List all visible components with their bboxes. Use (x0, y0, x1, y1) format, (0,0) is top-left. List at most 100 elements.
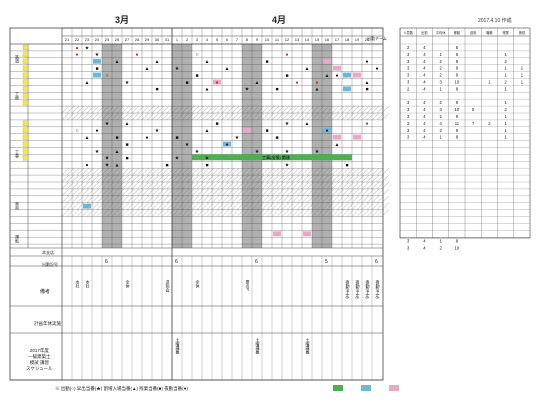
weekend-column (242, 44, 252, 248)
hatch (181, 209, 190, 217)
hatch (186, 195, 195, 203)
hatch (126, 195, 135, 203)
hatch (296, 202, 305, 210)
hatch (226, 174, 235, 183)
hatch (221, 105, 230, 114)
hatch (91, 195, 100, 203)
summary-cell: 9 (456, 66, 459, 71)
hatch (161, 202, 170, 210)
hatch (361, 174, 370, 183)
section-s3: 工事 (15, 150, 20, 158)
schedule-symbol: ■ (195, 73, 198, 79)
hatch (351, 188, 360, 196)
summary-cell: 2 (504, 80, 507, 85)
hatch (271, 112, 280, 121)
hatch (91, 112, 100, 121)
date-label: 14 (305, 37, 310, 42)
summary-cell: 2 (407, 45, 410, 50)
hatch (336, 188, 345, 196)
hatch (271, 181, 280, 190)
hatch (231, 168, 240, 176)
hatch (246, 181, 255, 190)
hatch (281, 181, 290, 190)
hatch (361, 195, 370, 203)
hatch (361, 105, 370, 114)
hatch (191, 168, 200, 176)
hatch (341, 181, 350, 190)
summary-header: 移動 (454, 30, 460, 35)
summary-cell: 4 (423, 107, 426, 112)
hatch (361, 168, 370, 176)
hatch (76, 174, 85, 183)
schedule-symbol: ★ (185, 142, 190, 148)
hatch (166, 181, 175, 190)
schedule-symbol: ■ (205, 163, 208, 169)
hatch (341, 168, 350, 176)
hatch (316, 209, 325, 217)
schedule-symbol: ▲ (365, 80, 370, 86)
hatch (276, 174, 285, 183)
attendance-label: 出勤記号 (42, 262, 58, 267)
hatch (266, 168, 275, 176)
hatch (296, 168, 305, 176)
date-label: 11 (275, 37, 280, 42)
schedule-symbol: ● (325, 128, 328, 134)
date-label: 23 (85, 37, 90, 42)
hatch (156, 202, 165, 210)
date-label: 25 (105, 37, 110, 42)
hatch (241, 181, 250, 190)
hatch (211, 174, 220, 183)
schedule-symbol: ● (335, 73, 338, 79)
hatch (126, 174, 135, 183)
hatch (326, 195, 335, 203)
hatch (231, 112, 240, 121)
summary-cell: 4 (423, 239, 426, 244)
schedule-symbol: ▲ (225, 66, 230, 72)
hatch (126, 168, 135, 176)
hatch (226, 168, 235, 176)
hatch (86, 174, 95, 183)
hatch (136, 195, 145, 203)
schedule-symbol: ○ (195, 52, 198, 58)
hatch (286, 188, 295, 196)
hatch (206, 202, 215, 210)
hatch (266, 112, 275, 121)
hatch (206, 195, 215, 203)
hatch (176, 209, 185, 217)
hatch (81, 112, 90, 121)
hatch (66, 195, 75, 203)
hatch (326, 181, 335, 190)
hatch (381, 168, 390, 176)
hatch (146, 195, 155, 203)
colored-cell (243, 127, 251, 133)
schedule-symbol: ▲ (305, 66, 310, 72)
hatch (361, 181, 370, 190)
hatch (236, 112, 245, 121)
hatch (151, 202, 160, 210)
hatch (336, 174, 345, 183)
hatch (301, 209, 310, 217)
hatch (171, 168, 180, 176)
schedule-symbol: ■ (285, 73, 288, 79)
hatch (151, 209, 160, 217)
hatch (236, 174, 245, 183)
hatch (336, 168, 345, 176)
date-label: 16 (325, 37, 330, 42)
schedule-symbol: ■ (185, 80, 188, 86)
hatch (111, 209, 120, 217)
hatch (71, 105, 80, 114)
hatch (201, 168, 210, 176)
summary-cell: 2 (439, 73, 442, 78)
hatch (341, 112, 350, 121)
summary-cell: 1 (521, 73, 524, 78)
hatch (316, 168, 325, 176)
hatch (381, 195, 390, 203)
hatch (66, 105, 75, 114)
hatch (151, 112, 160, 121)
hatch (151, 181, 160, 190)
hatch (351, 112, 360, 121)
summary-cell: 3 (407, 80, 410, 85)
hatch (136, 112, 145, 121)
date-label: 13 (295, 37, 300, 42)
